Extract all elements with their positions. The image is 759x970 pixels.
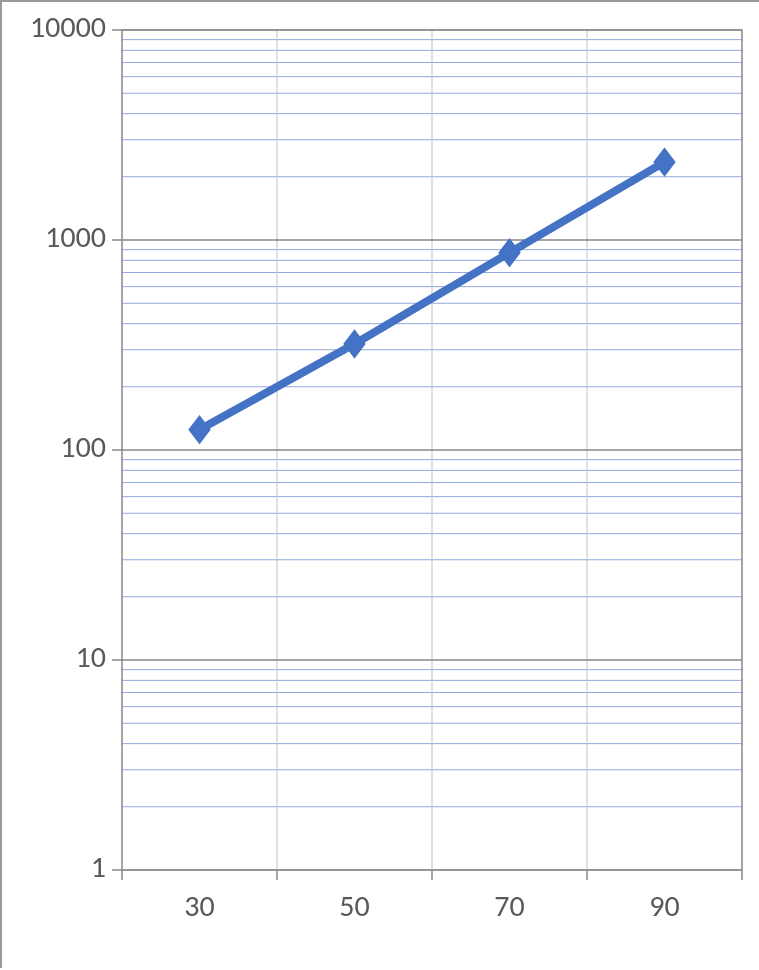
y-tick-label: 10000 <box>30 9 106 46</box>
x-tick-label: 30 <box>184 888 214 925</box>
x-tick-label: 70 <box>494 888 524 925</box>
y-tick-label: 10 <box>76 639 106 676</box>
y-tick-label: 1 <box>91 849 106 886</box>
y-tick-label: 100 <box>60 429 106 466</box>
x-tick-label: 50 <box>339 888 369 925</box>
x-tick-label: 90 <box>649 888 679 925</box>
chart-plot: 1 10 100 1000 10000 30 50 70 90 <box>2 2 759 970</box>
chart-outer-frame: 1 10 100 1000 10000 30 50 70 90 <box>0 0 759 968</box>
y-tick-label: 1000 <box>45 219 106 256</box>
